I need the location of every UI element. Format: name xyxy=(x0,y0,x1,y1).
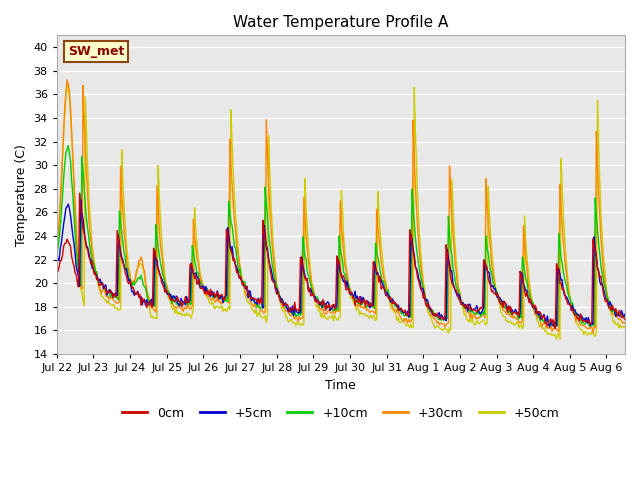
+30cm xyxy=(327,310,335,315)
+5cm xyxy=(392,302,400,308)
0cm xyxy=(392,301,400,307)
+50cm xyxy=(327,314,335,320)
+5cm xyxy=(327,306,335,312)
+5cm xyxy=(362,301,369,307)
+5cm xyxy=(621,312,628,317)
0cm xyxy=(609,305,617,311)
+50cm xyxy=(556,336,564,342)
Legend: 0cm, +5cm, +10cm, +30cm, +50cm: 0cm, +5cm, +10cm, +30cm, +50cm xyxy=(117,402,564,425)
+50cm xyxy=(609,320,617,325)
0cm xyxy=(552,325,559,331)
+30cm xyxy=(589,331,596,336)
+10cm xyxy=(586,324,593,329)
Line: +50cm: +50cm xyxy=(57,86,625,339)
Line: +30cm: +30cm xyxy=(57,80,625,334)
0cm xyxy=(621,316,628,322)
+30cm xyxy=(63,77,71,83)
+50cm xyxy=(392,312,400,318)
+5cm xyxy=(609,307,617,312)
+30cm xyxy=(520,223,527,228)
+30cm xyxy=(53,241,61,247)
0cm xyxy=(327,304,335,310)
0cm xyxy=(53,269,61,275)
+50cm xyxy=(324,316,332,322)
0cm xyxy=(76,191,83,196)
+50cm xyxy=(63,83,71,89)
Line: +5cm: +5cm xyxy=(57,200,625,327)
+10cm xyxy=(621,314,628,320)
+10cm xyxy=(65,143,72,148)
+5cm xyxy=(520,281,527,287)
Line: 0cm: 0cm xyxy=(57,193,625,328)
+5cm xyxy=(53,262,61,268)
0cm xyxy=(362,303,369,309)
X-axis label: Time: Time xyxy=(326,379,356,392)
+30cm xyxy=(609,312,617,317)
+5cm xyxy=(546,324,554,330)
Line: +10cm: +10cm xyxy=(57,145,625,326)
Y-axis label: Temperature (C): Temperature (C) xyxy=(15,144,28,246)
+30cm xyxy=(392,307,400,312)
+10cm xyxy=(324,304,332,310)
Text: SW_met: SW_met xyxy=(68,45,125,58)
+10cm xyxy=(520,260,527,266)
+30cm xyxy=(324,308,332,313)
+10cm xyxy=(609,306,617,312)
Title: Water Temperature Profile A: Water Temperature Profile A xyxy=(233,15,449,30)
+30cm xyxy=(362,303,369,309)
+5cm xyxy=(324,299,332,305)
+5cm xyxy=(77,197,84,203)
+10cm xyxy=(53,251,61,257)
+50cm xyxy=(621,324,628,330)
+10cm xyxy=(362,301,369,307)
+10cm xyxy=(392,303,400,309)
+50cm xyxy=(520,323,527,329)
0cm xyxy=(520,281,527,287)
+50cm xyxy=(53,242,61,248)
+10cm xyxy=(327,306,335,312)
+50cm xyxy=(362,312,369,318)
0cm xyxy=(324,305,332,311)
+30cm xyxy=(621,321,628,326)
